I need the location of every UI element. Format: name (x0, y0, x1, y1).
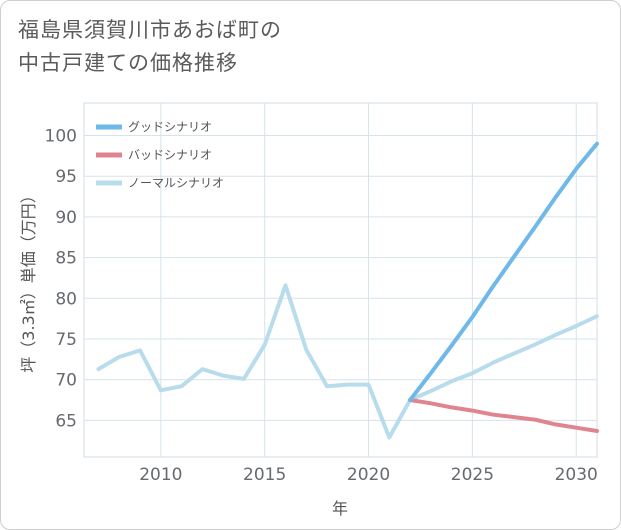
y-tick-label: 65 (55, 411, 77, 431)
legend-label: バッドシナリオ (128, 148, 212, 162)
x-axis-title: 年 (332, 499, 348, 518)
y-axis-title: 坪（3.3㎡）単価（万円） (19, 187, 38, 372)
plot-area (83, 102, 598, 458)
x-tick-label: 2020 (347, 465, 390, 485)
chart-title-line-1: 福島県須賀川市あおば町の (18, 18, 282, 42)
y-tick-label: 95 (55, 167, 77, 187)
legend-label: グッドシナリオ (128, 120, 212, 134)
series-line-bad (408, 398, 599, 433)
x-tick-label: 2030 (555, 465, 598, 485)
series-line-normal (96, 283, 599, 440)
y-tick-label: 85 (55, 249, 77, 269)
series-line-good (408, 141, 599, 402)
y-tick-label: 80 (55, 289, 77, 309)
x-tick-label: 2025 (451, 465, 494, 485)
y-tick-label: 75 (55, 330, 77, 350)
chart-title-line-2: 中古戸建ての価格推移 (18, 51, 238, 75)
series-lines (96, 141, 599, 440)
axis-ticks: 2010 2015 2020 2025 2030 65 70 75 80 85 90 95 100 (45, 127, 598, 485)
x-tick-label: 2010 (139, 465, 182, 485)
y-tick-label: 70 (55, 371, 77, 391)
legend-label: ノーマルシナリオ (128, 176, 224, 190)
y-tick-label: 100 (45, 127, 77, 147)
y-tick-label: 90 (55, 208, 77, 228)
x-tick-label: 2015 (243, 465, 286, 485)
chart-title: 福島県須賀川市あおば町の 中古戸建ての価格推移 (18, 14, 478, 80)
